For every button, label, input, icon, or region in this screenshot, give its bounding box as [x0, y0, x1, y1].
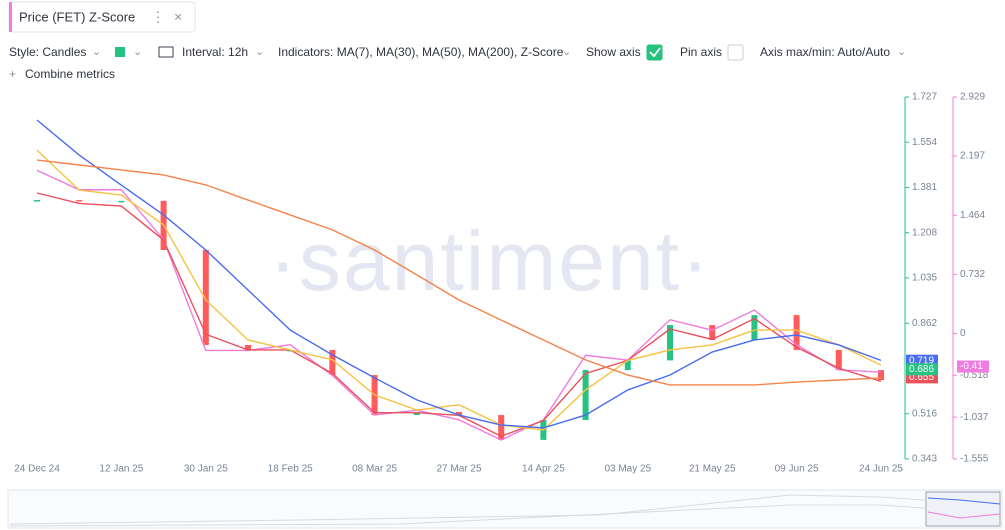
- checkmark: [649, 47, 661, 58]
- y-tick-label: 0.862: [912, 318, 937, 329]
- navigator-window[interactable]: [925, 491, 1001, 527]
- candle: [498, 415, 505, 440]
- candle: [34, 200, 40, 202]
- close-icon[interactable]: ×: [174, 9, 182, 25]
- y2-tick-label: 0.732: [960, 269, 985, 280]
- chevron: ⌄: [562, 46, 571, 58]
- y2-tick-label: 1.464: [960, 210, 985, 221]
- navigator-line: [9, 504, 926, 527]
- pin-axis-checkbox[interactable]: [727, 44, 744, 61]
- x-tick-label: 12 Jan 25: [99, 464, 143, 475]
- candle: [413, 411, 420, 416]
- x-tick-label: 24 Dec 24: [14, 464, 60, 475]
- x-tick-label: 14 Apr 25: [522, 464, 565, 475]
- series-line: [36, 119, 882, 429]
- x-tick-label: 18 Feb 25: [268, 464, 313, 475]
- y-tick-label: 1.381: [912, 182, 937, 193]
- series-line: [36, 169, 882, 441]
- y2-tick-label: 0: [960, 328, 966, 339]
- chevron: ⌄: [255, 46, 264, 58]
- watermark: ·santiment·: [269, 214, 711, 308]
- plot: ·santiment· 1.727 1.554 1.381 1.208 1.035 0.86…: [14, 92, 989, 475]
- y2-tick-label: -0.518: [960, 370, 989, 381]
- y-tick-label: 1.208: [912, 227, 937, 238]
- series-line: [36, 149, 882, 431]
- plus-icon: +: [9, 67, 16, 81]
- candle: [118, 200, 125, 203]
- candle: [245, 344, 251, 350]
- last-value-label: 0.686: [909, 364, 934, 375]
- x-tick-label: 30 Jan 25: [184, 464, 228, 475]
- candle: [329, 349, 336, 376]
- navigator-line: [9, 494, 926, 525]
- y2-tick-label: 2.197: [960, 151, 985, 162]
- candle: [878, 370, 884, 381]
- series-line: [36, 159, 882, 386]
- color-select[interactable]: [115, 47, 125, 57]
- chevron: ⌄: [92, 46, 101, 58]
- indicators-select[interactable]: Indicators: MA(7), MA(30), MA(50), MA(20…: [278, 45, 564, 59]
- candle: [751, 315, 758, 340]
- chevron: ⌄: [133, 46, 142, 58]
- y2-tick-label: 2.929: [960, 92, 985, 103]
- candle: [667, 325, 673, 361]
- candle: [709, 325, 716, 340]
- last-value-label: 0.655: [909, 372, 934, 383]
- y-tick-label: 1.035: [912, 273, 937, 284]
- y2-tick-label: -1.037: [960, 412, 989, 423]
- y2-tick-label: -1.555: [960, 454, 989, 465]
- axis-minmax-select[interactable]: Axis max/min: Auto/Auto: [760, 45, 890, 59]
- x-tick-label: 08 Mar 25: [352, 464, 397, 475]
- y-tick-label: 1.727: [912, 92, 937, 103]
- interval-select[interactable]: Interval: 12h: [182, 45, 248, 59]
- title: Price (FET) Z-Score: [19, 9, 135, 24]
- x-tick-label: 21 May 25: [689, 464, 736, 475]
- interval-icon: [158, 46, 174, 58]
- show-axis-checkbox[interactable]: [646, 44, 663, 61]
- last-value-tag: [906, 363, 938, 376]
- navigator-line: [927, 497, 1001, 505]
- candle: [624, 360, 631, 371]
- candle: [456, 411, 462, 416]
- y-tick-label: 1.554: [912, 137, 937, 148]
- chevron: ⌄: [897, 46, 906, 58]
- candle: [202, 250, 209, 345]
- show-axis-label: Show axis: [586, 45, 641, 59]
- candle: [793, 315, 800, 350]
- last-value-label: 0.719: [909, 355, 934, 366]
- combine-metrics[interactable]: Combine metrics: [25, 67, 115, 81]
- x-tick-label: 09 Jun 25: [775, 464, 819, 475]
- x-tick-label: 03 May 25: [604, 464, 651, 475]
- x-tick-label: 24 Jun 25: [859, 464, 903, 475]
- candle: [582, 370, 589, 421]
- y-tick-label: 0.343: [912, 454, 937, 465]
- x-tick-label: 27 Mar 25: [436, 464, 481, 475]
- last-value-label: -0.41: [960, 361, 983, 372]
- navigator-line: [927, 511, 1001, 519]
- last-value-tag: [957, 360, 989, 373]
- title-marker: [9, 2, 12, 32]
- candle: [76, 200, 83, 202]
- y-tick-label: 0.516: [912, 408, 937, 419]
- style-select[interactable]: Style: Candles: [9, 45, 86, 59]
- menu-icon[interactable]: ⋮: [151, 9, 165, 25]
- pin-axis-label: Pin axis: [680, 45, 722, 59]
- candle: [835, 349, 842, 371]
